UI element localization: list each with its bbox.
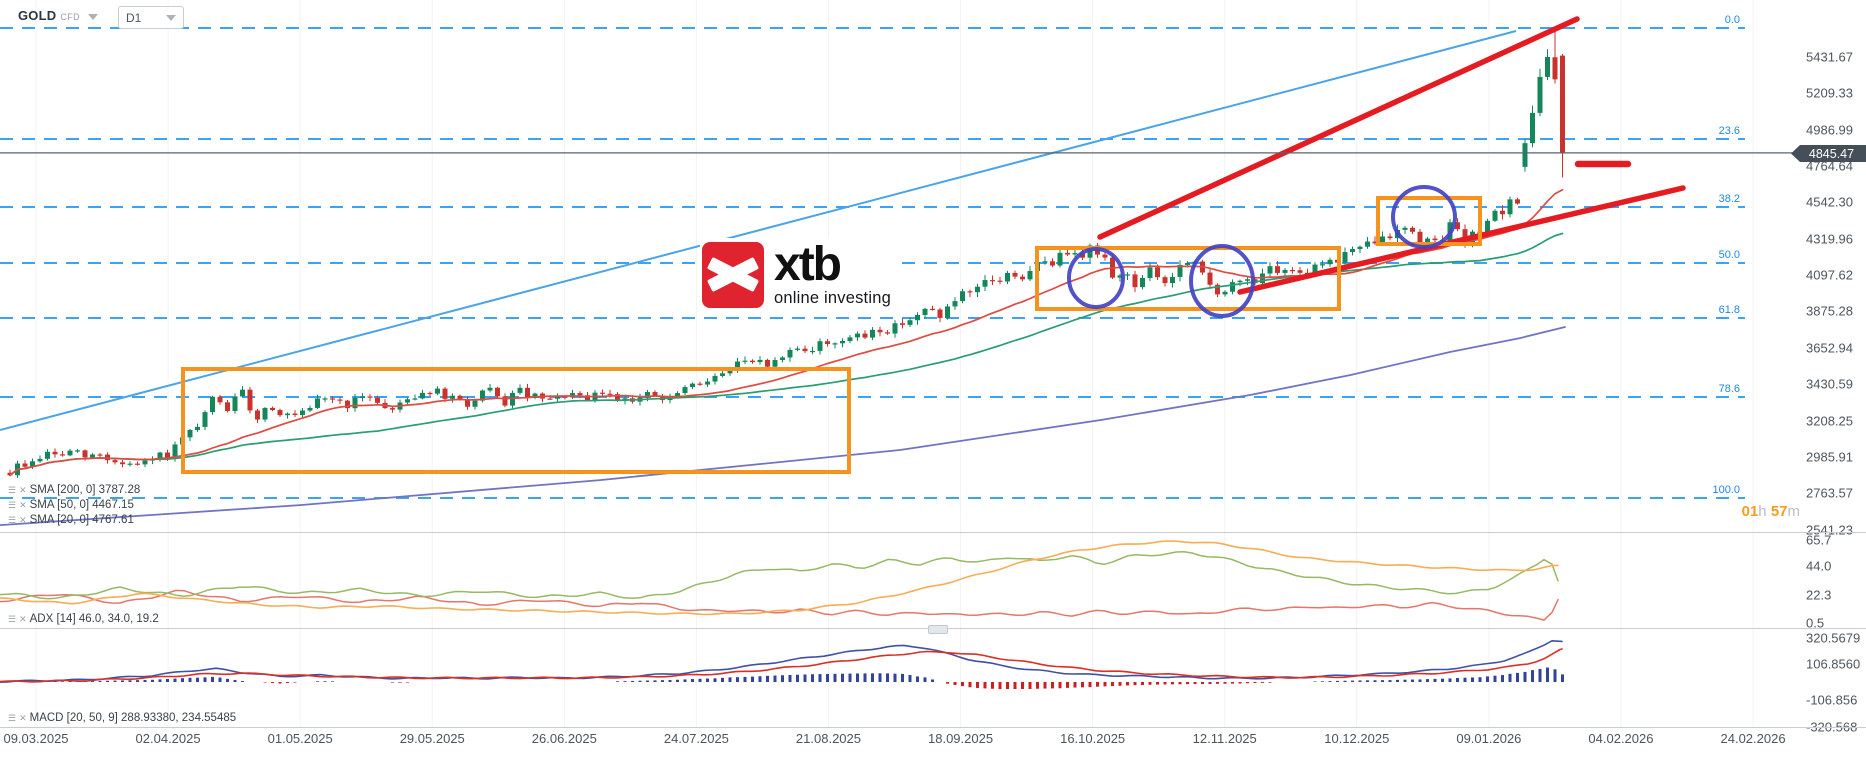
panel-divider bbox=[0, 727, 1866, 728]
symbol-dropdown-caret-icon[interactable] bbox=[88, 14, 99, 20]
date-axis-label: 10.12.2025 bbox=[1324, 731, 1390, 746]
price-axis-label: 5431.67 bbox=[1806, 49, 1853, 65]
timer-hours-unit: h bbox=[1758, 503, 1767, 520]
legend-adx[interactable]: ☰ ✕ ADX [14] 46.0, 34.0, 19.2 bbox=[8, 612, 159, 626]
date-axis-label: 18.09.2025 bbox=[928, 731, 994, 746]
timeframe-dropdown-caret-icon bbox=[166, 14, 176, 21]
current-price-badge: 4845.47 bbox=[1791, 145, 1866, 162]
candle-countdown-timer: 01h 57m bbox=[1738, 503, 1800, 520]
adx-axis-label: 44.0 bbox=[1806, 558, 1832, 574]
legend-macd[interactable]: ☰ ✕ MACD [20, 50, 9] 288.93380, 234.5548… bbox=[8, 711, 236, 725]
date-axis-label: 26.06.2025 bbox=[531, 731, 597, 746]
macd-axis-label: -106.856 bbox=[1806, 692, 1858, 708]
price-axis-label: 2985.91 bbox=[1806, 449, 1853, 465]
macd-axis-label: 106.8560 bbox=[1806, 656, 1861, 672]
legend-sma20-label: SMA [20, 0] 4767.61 bbox=[29, 514, 134, 526]
xtb-brand-name: xtb bbox=[774, 238, 842, 291]
xtb-tagline: online investing bbox=[774, 289, 891, 307]
legend-sma20[interactable]: ☰ ✕ SMA [20, 0] 4767.61 bbox=[8, 513, 134, 527]
price-axis-label: 4986.99 bbox=[1806, 122, 1853, 138]
legend-sma50-label: SMA [50, 0] 4467.15 bbox=[29, 499, 134, 511]
price-axis-label: 4097.62 bbox=[1806, 267, 1853, 283]
indicator-remove-icon[interactable]: ✕ bbox=[19, 500, 27, 510]
indicator-remove-icon[interactable]: ✕ bbox=[19, 614, 27, 624]
price-axis-label: 3430.59 bbox=[1806, 376, 1853, 392]
date-axis-label: 09.03.2025 bbox=[3, 731, 69, 746]
date-axis-label: 01.05.2025 bbox=[267, 731, 333, 746]
indicator-settings-icon[interactable]: ☰ bbox=[8, 614, 17, 624]
fib-level-label: 100.0 bbox=[1712, 484, 1740, 496]
macd-axis-label: 320.5679 bbox=[1806, 630, 1861, 646]
date-axis-label: 21.08.2025 bbox=[795, 731, 862, 746]
price-axis-label: 2763.57 bbox=[1806, 485, 1853, 501]
timer-minutes: 57 bbox=[1770, 503, 1788, 520]
indicator-remove-icon[interactable]: ✕ bbox=[19, 713, 27, 723]
timeframe-value: D1 bbox=[126, 10, 142, 25]
date-axis-label: 02.04.2025 bbox=[135, 731, 201, 746]
fib-level-label: 23.6 bbox=[1718, 125, 1740, 137]
adx-axis-label: 65.7 bbox=[1806, 532, 1832, 548]
indicator-remove-icon[interactable]: ✕ bbox=[19, 485, 27, 495]
legend-sma200[interactable]: ☰ ✕ SMA [200, 0] 3787.28 bbox=[8, 483, 140, 497]
indicator-settings-icon[interactable]: ☰ bbox=[8, 485, 17, 495]
date-axis-label: 16.10.2025 bbox=[1060, 731, 1126, 746]
date-axis-label: 09.01.2026 bbox=[1456, 731, 1522, 746]
xtb-logo-mark-icon bbox=[702, 242, 764, 308]
timeframe-select[interactable]: D1 bbox=[118, 6, 184, 29]
price-axis-label: 3652.94 bbox=[1806, 340, 1853, 356]
adx-axis-label: 22.3 bbox=[1806, 587, 1832, 603]
xtb-logo-text: xtb online investing bbox=[774, 238, 891, 308]
price-axis-label: 2541.23 bbox=[1806, 522, 1853, 538]
timer-hours: 01 bbox=[1741, 503, 1759, 520]
price-axis-label: 3208.25 bbox=[1806, 413, 1853, 428]
date-axis-label: 12.11.2025 bbox=[1192, 731, 1257, 746]
fib-level-label: 0.0 bbox=[1724, 14, 1740, 26]
fib-level-label: 78.6 bbox=[1718, 383, 1740, 395]
panel-resize-handle[interactable] bbox=[928, 625, 948, 634]
legend-macd-label: MACD [20, 50, 9] 288.93380, 234.55485 bbox=[29, 712, 237, 724]
date-axis-label: 24.07.2025 bbox=[663, 731, 729, 746]
indicator-settings-icon[interactable]: ☰ bbox=[8, 713, 17, 723]
symbol-name[interactable]: GOLD bbox=[18, 8, 57, 23]
legend-sma50[interactable]: ☰ ✕ SMA [50, 0] 4467.15 bbox=[8, 498, 134, 512]
instrument-header[interactable]: GOLD CFD bbox=[18, 8, 99, 23]
fib-level-label: 38.2 bbox=[1718, 193, 1740, 205]
date-axis-label: 29.05.2025 bbox=[399, 731, 465, 746]
legend-adx-label: ADX [14] 46.0, 34.0, 19.2 bbox=[29, 613, 159, 625]
instrument-type-label: CFD bbox=[60, 11, 81, 22]
price-axis-label: 5209.33 bbox=[1806, 85, 1853, 101]
price-axis-label: 3875.28 bbox=[1806, 303, 1853, 319]
price-axis-label: 4764.64 bbox=[1806, 158, 1853, 174]
fib-level-label: 61.8 bbox=[1718, 304, 1740, 316]
xtb-logo: xtb online investing bbox=[700, 238, 899, 312]
price-axis-label: 4319.96 bbox=[1806, 231, 1853, 247]
adx-axis-label: 0.5 bbox=[1806, 615, 1825, 631]
fib-level-label: 50.0 bbox=[1718, 249, 1740, 261]
date-axis-label: 24.02.2026 bbox=[1720, 731, 1786, 746]
indicator-remove-icon[interactable]: ✕ bbox=[19, 515, 27, 525]
indicator-settings-icon[interactable]: ☰ bbox=[8, 515, 17, 525]
price-axis-label: 4542.30 bbox=[1806, 194, 1853, 210]
legend-sma200-label: SMA [200, 0] 3787.28 bbox=[29, 484, 141, 496]
indicator-settings-icon[interactable]: ☰ bbox=[8, 500, 17, 510]
date-axis-label: 04.02.2026 bbox=[1588, 731, 1654, 746]
panel-divider bbox=[0, 532, 1866, 533]
timer-minutes-unit: m bbox=[1787, 503, 1801, 520]
